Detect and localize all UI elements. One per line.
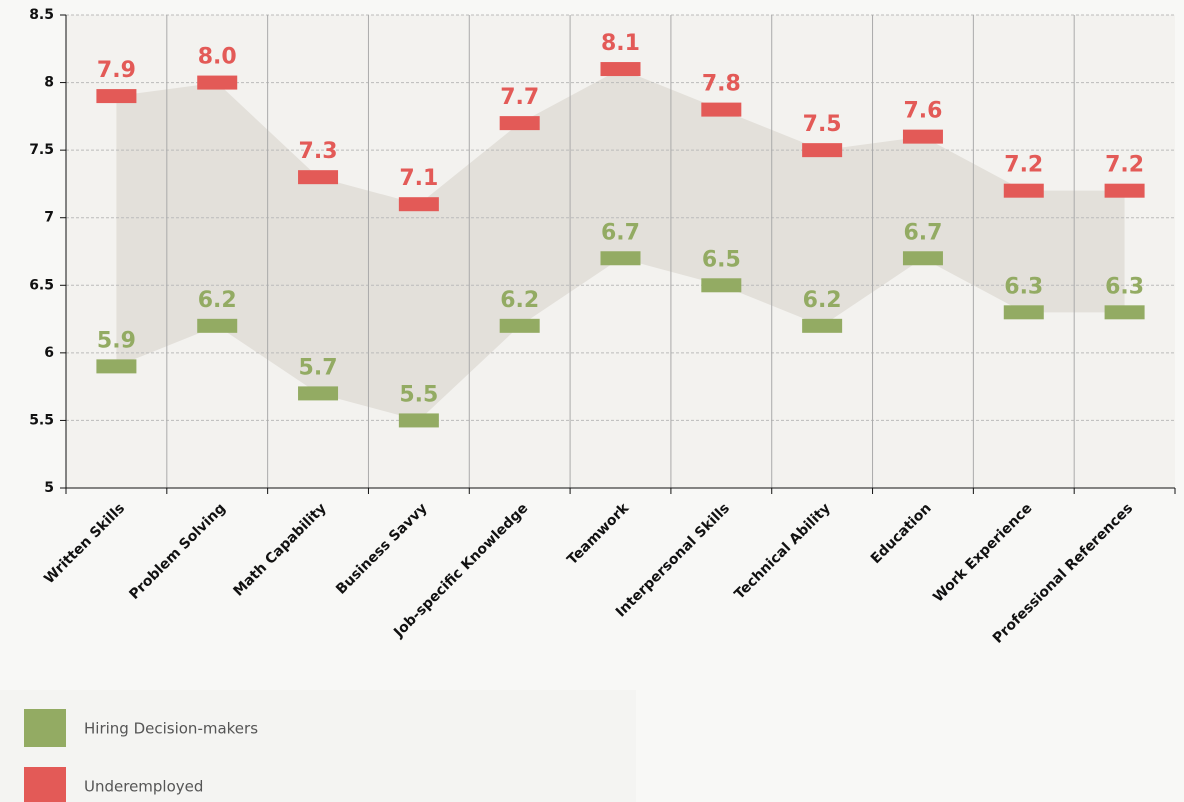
value-label: 7.5 (803, 112, 842, 137)
value-label: 7.1 (399, 166, 438, 191)
value-label: 5.9 (97, 328, 136, 353)
dash-marker (96, 359, 137, 374)
value-label: 6.5 (702, 247, 741, 272)
dash-marker (600, 251, 641, 266)
dash-marker (398, 197, 439, 212)
legend-label: Underemployed (84, 778, 203, 796)
dash-marker (902, 251, 943, 266)
value-label: 8.0 (198, 45, 237, 70)
dash-marker (1104, 305, 1145, 320)
y-tick-label: 8 (44, 75, 54, 91)
value-label: 6.3 (1105, 274, 1144, 299)
dash-marker (701, 278, 742, 293)
value-label: 7.2 (1105, 153, 1144, 178)
y-tick-label: 8.5 (29, 7, 54, 23)
dash-marker (96, 89, 137, 104)
value-label: 6.3 (1004, 274, 1043, 299)
y-tick-label: 7 (44, 210, 54, 226)
y-tick-label: 5 (44, 480, 54, 496)
value-label: 6.7 (601, 220, 640, 245)
dash-marker (298, 170, 339, 185)
dash-marker (499, 116, 540, 131)
dash-marker (398, 413, 439, 428)
dash-marker (1104, 183, 1145, 198)
y-tick-label: 6 (44, 345, 54, 361)
value-label: 6.2 (803, 288, 842, 313)
dash-marker (298, 386, 339, 401)
dash-marker (1003, 305, 1044, 320)
legend-label: Hiring Decision-makers (84, 720, 258, 738)
y-tick-label: 5.5 (29, 412, 54, 428)
value-label: 7.7 (500, 85, 539, 110)
dash-marker (600, 62, 641, 77)
legend-swatch (24, 767, 66, 802)
legend-box (0, 690, 636, 802)
value-label: 7.6 (903, 99, 942, 124)
dash-marker (197, 318, 238, 333)
value-label: 7.8 (702, 72, 741, 97)
y-tick-label: 6.5 (29, 277, 54, 293)
value-label: 8.1 (601, 31, 640, 56)
value-label: 6.2 (198, 288, 237, 313)
value-label: 5.7 (299, 355, 338, 380)
value-label: 7.2 (1004, 153, 1043, 178)
legend-swatch (24, 709, 66, 747)
value-label: 6.2 (500, 288, 539, 313)
dash-marker (902, 129, 943, 144)
dash-marker (499, 318, 540, 333)
dash-marker (1003, 183, 1044, 198)
value-label: 7.3 (299, 139, 338, 164)
value-label: 6.7 (903, 220, 942, 245)
y-tick-label: 7.5 (29, 142, 54, 158)
dash-marker (701, 102, 742, 117)
dash-marker (802, 318, 843, 333)
value-label: 7.9 (97, 58, 136, 83)
dash-marker (802, 143, 843, 158)
value-label: 5.5 (399, 382, 438, 407)
dash-marker (197, 75, 238, 90)
